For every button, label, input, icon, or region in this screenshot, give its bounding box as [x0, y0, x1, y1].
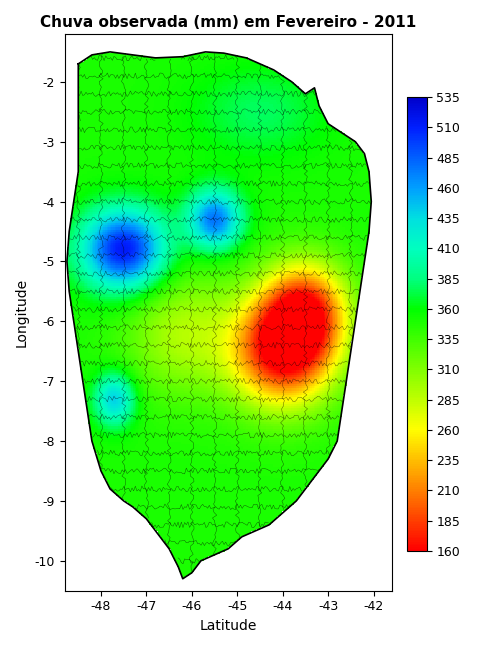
- X-axis label: Latitude: Latitude: [199, 619, 257, 633]
- Y-axis label: Longitude: Longitude: [15, 278, 29, 347]
- Title: Chuva observada (mm) em Fevereiro - 2011: Chuva observada (mm) em Fevereiro - 2011: [40, 15, 416, 30]
